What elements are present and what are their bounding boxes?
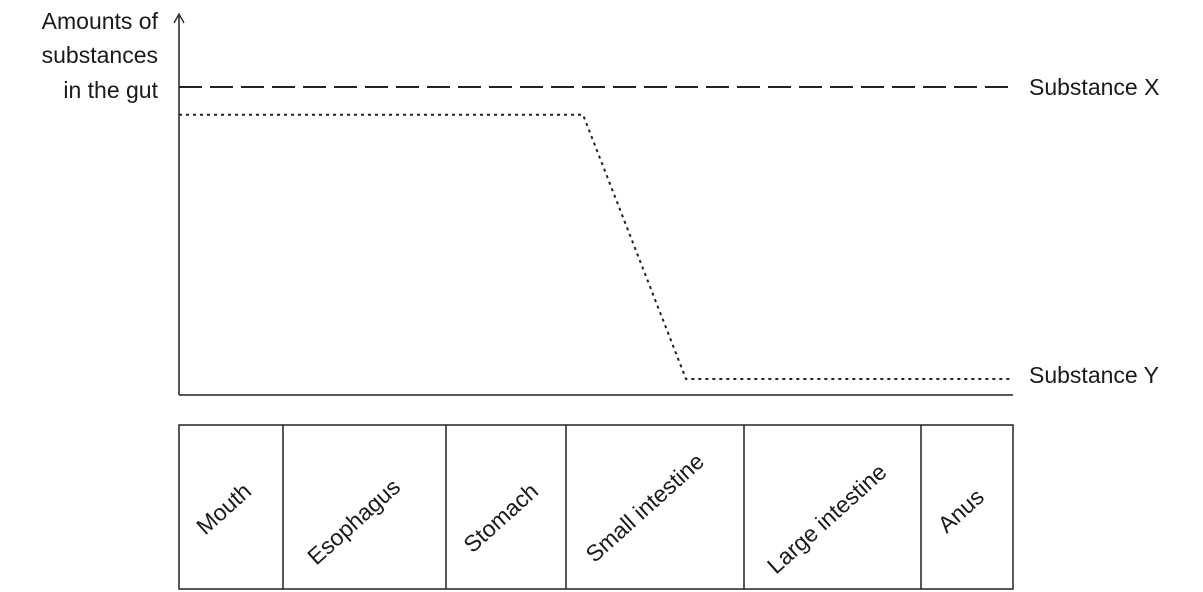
y-axis-label-line-3: in the gut	[63, 77, 158, 103]
y-axis-label-line-1: Amounts of	[42, 8, 159, 34]
series-label-substance-y: Substance Y	[1029, 362, 1159, 388]
section-label-anus: Anus	[933, 483, 989, 537]
y-axis-label-line-2: substances	[42, 42, 158, 68]
gut-sections-box	[178, 424, 1014, 590]
section-label-esophagus: Esophagus	[302, 473, 405, 569]
series-line-substance-y	[179, 113, 1013, 380]
series-label-substance-x: Substance X	[1029, 74, 1159, 100]
gut-sections: Mouth Esophagus Stomach Small intestine Larg…	[191, 425, 989, 589]
section-label-mouth: Mouth	[191, 478, 256, 540]
section-label-stomach: Stomach	[458, 478, 543, 558]
y-axis-arrow-icon	[173, 12, 185, 24]
section-label-large-intestine: Large intestine	[762, 458, 892, 578]
section-label-small-intestine: Small intestine	[580, 448, 709, 567]
